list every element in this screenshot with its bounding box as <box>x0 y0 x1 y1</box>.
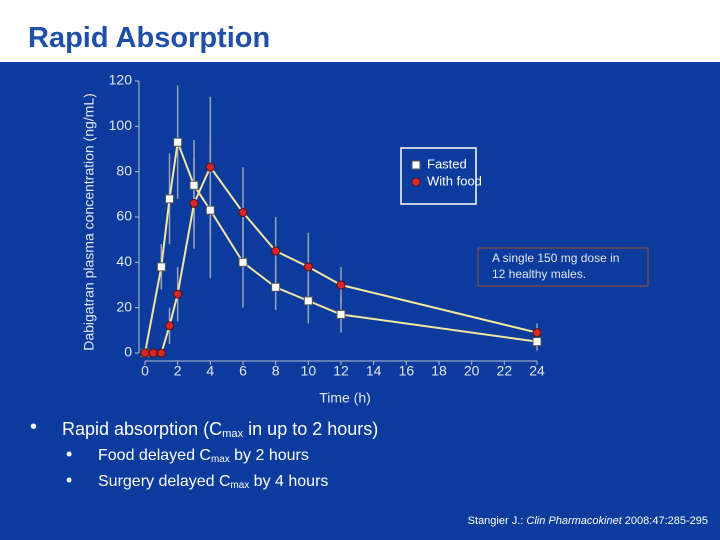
x-tick-label: 20 <box>464 363 480 379</box>
point <box>303 296 313 306</box>
text: by 4 hours <box>249 473 329 490</box>
point <box>271 246 281 256</box>
x-tick-label: 18 <box>431 363 447 379</box>
y-axis-label: Dabigatran plasma concentration (ng/mL) <box>81 93 97 351</box>
point <box>271 282 281 292</box>
point <box>238 207 248 217</box>
point <box>165 194 174 204</box>
text: Food delayed C <box>98 447 211 464</box>
subscript: max <box>222 428 244 440</box>
point <box>165 321 174 331</box>
text: Surgery delayed C <box>98 473 231 490</box>
y-tick-label: 20 <box>116 298 132 314</box>
text: 2008:47:285-295 <box>621 515 708 527</box>
legend-marker <box>411 177 421 187</box>
sub-bullet-text: Surgery delayed Cmax by 4 hours <box>98 473 328 491</box>
point <box>532 328 542 338</box>
title-bar <box>0 0 720 62</box>
point <box>303 262 313 272</box>
point <box>336 309 346 319</box>
x-tick-label: 4 <box>206 363 214 379</box>
bullet-text: Rapid absorption (Cmax in up to 2 hours) <box>62 419 378 440</box>
legend-label: With food <box>427 173 482 188</box>
bullet: • <box>66 470 73 490</box>
x-tick-label: 2 <box>174 363 182 379</box>
x-tick-label: 14 <box>366 363 382 379</box>
point <box>148 348 158 358</box>
sub-bullet-text: Food delayed Cmax by 2 hours <box>98 447 309 465</box>
legend-box <box>400 147 477 205</box>
y-tick-label: 100 <box>109 117 133 133</box>
x-tick-label: 10 <box>301 363 317 379</box>
y-tick-label: 60 <box>116 208 132 224</box>
x-tick-label: 16 <box>399 363 415 379</box>
point <box>189 198 199 208</box>
text: in up to 2 hours) <box>243 419 379 439</box>
point <box>189 180 199 190</box>
point <box>140 348 150 358</box>
journal: Clin Pharmacokinet <box>526 515 622 527</box>
annotation-box <box>477 247 649 287</box>
point <box>173 137 183 147</box>
point <box>532 337 542 347</box>
legend-label: Fasted <box>427 156 467 171</box>
subscript: max <box>210 454 230 465</box>
y-tick-label: 120 <box>109 72 133 88</box>
x-tick-label: 22 <box>497 363 513 379</box>
y-tick-label: 40 <box>116 253 132 269</box>
y-tick-label: 0 <box>124 344 132 360</box>
point <box>238 257 248 267</box>
x-axis-label: Time (h) <box>319 390 371 406</box>
point <box>173 289 183 299</box>
bullet: • <box>30 416 38 438</box>
text: Stangier J.: <box>467 515 527 527</box>
point <box>205 205 215 215</box>
bullet: • <box>66 444 73 464</box>
point <box>336 280 346 290</box>
annotation: A single 150 mg dose in <box>492 251 619 265</box>
annotation: 12 healthy males. <box>492 267 586 281</box>
x-tick-label: 0 <box>141 363 149 379</box>
x-tick-label: 8 <box>272 363 280 379</box>
point <box>156 348 166 358</box>
x-tick-label: 12 <box>333 363 349 379</box>
x-tick-label: 24 <box>529 363 545 379</box>
y-tick-label: 80 <box>116 162 132 178</box>
citation: Stangier J.: Clin Pharmacokinet 2008:47:… <box>468 515 708 527</box>
subscript: max <box>230 480 250 491</box>
legend-marker <box>411 160 421 170</box>
slide-title: Rapid Absorption <box>28 22 271 54</box>
point <box>156 262 166 272</box>
point <box>205 162 215 172</box>
text: by 2 hours <box>229 447 309 464</box>
text: Rapid absorption (C <box>62 419 223 439</box>
x-tick-label: 6 <box>239 363 247 379</box>
